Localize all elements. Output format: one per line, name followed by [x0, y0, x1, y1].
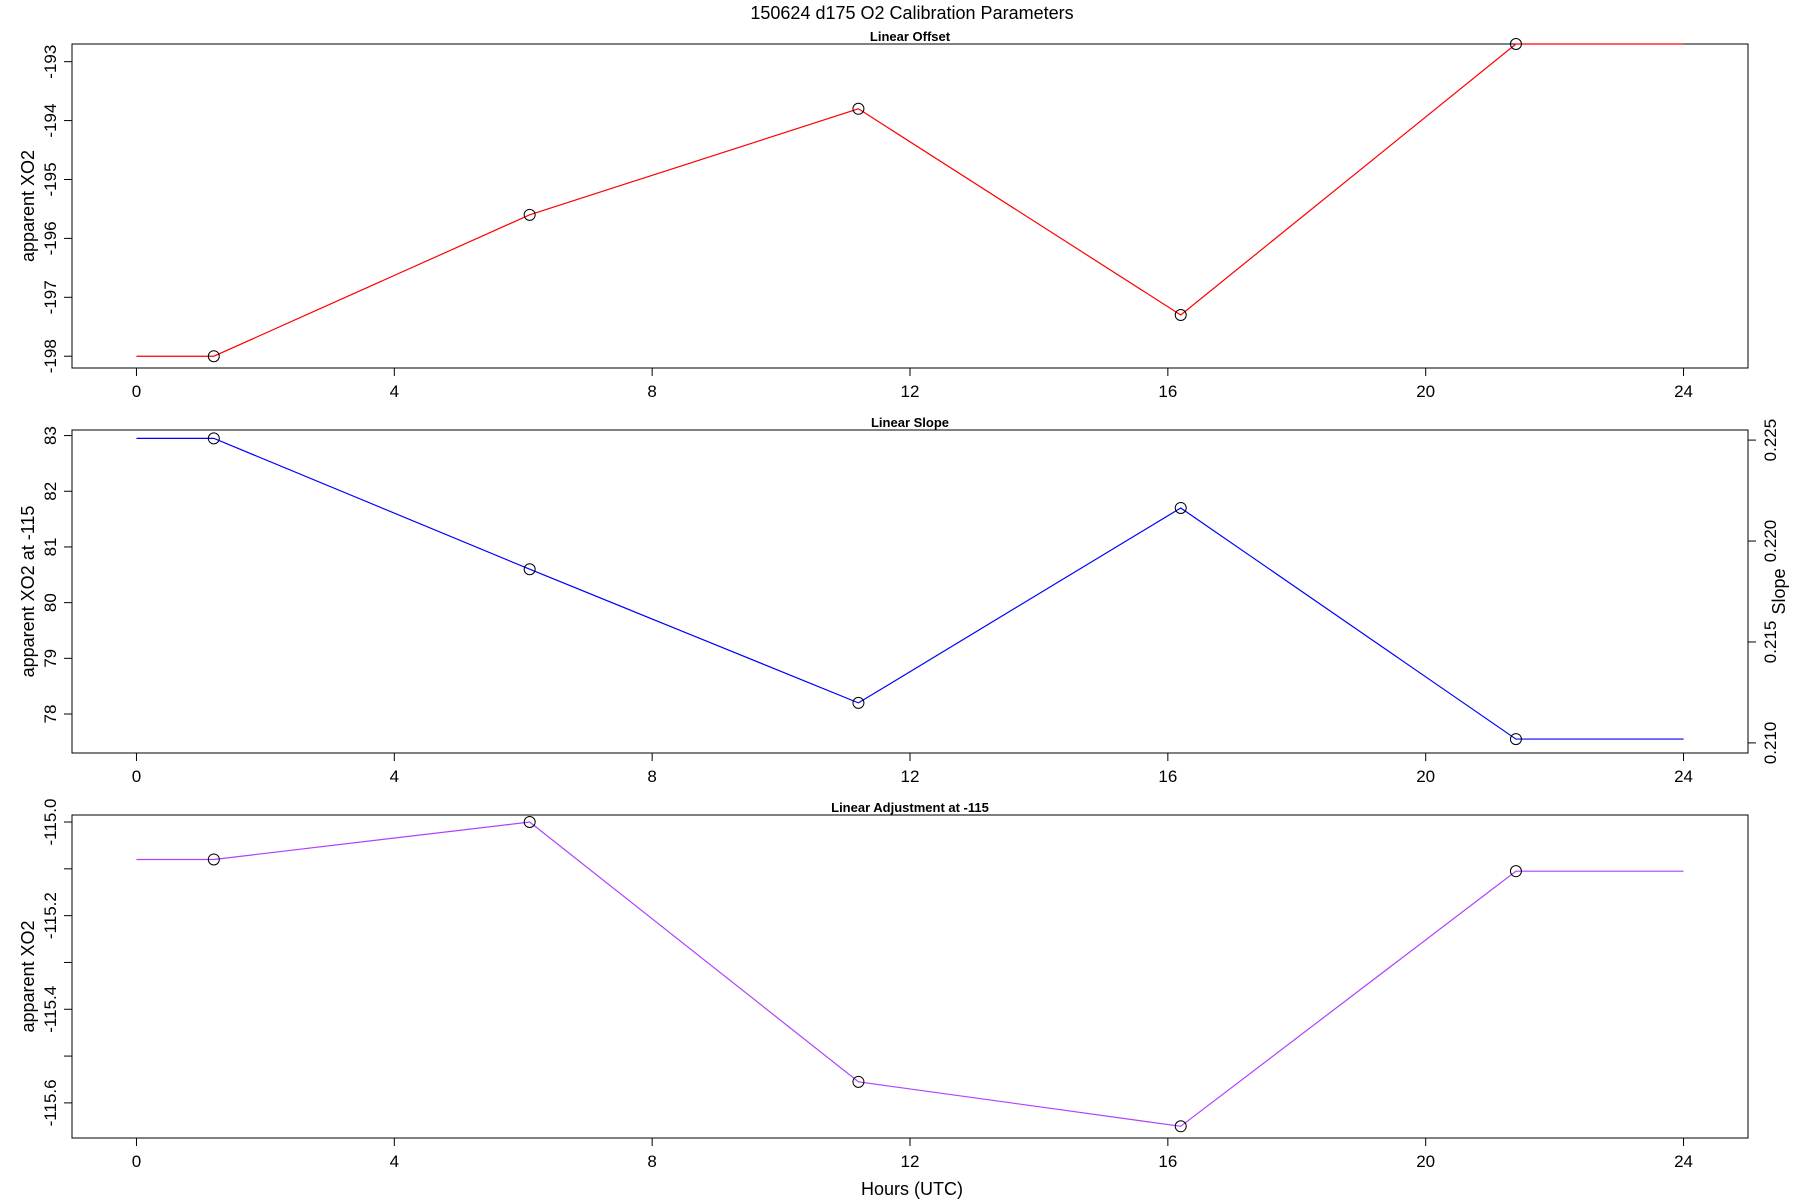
- x-tick-label: 0: [132, 382, 141, 401]
- data-point: [207, 853, 220, 866]
- x-axis-label: Hours (UTC): [861, 1179, 963, 1199]
- x-tick-label: 24: [1674, 382, 1693, 401]
- x-tick-label: 20: [1416, 767, 1435, 786]
- data-point: [1509, 38, 1522, 50]
- y-tick-label: -115.4: [41, 986, 60, 1033]
- x-tick-label: 20: [1416, 382, 1435, 401]
- x-tick-label: 4: [390, 1152, 399, 1171]
- y-tick-label: -196: [41, 221, 60, 255]
- chart-panel-2: Linear Slope 0 4 8 12 16 20 24 78 79 80 81 82 83 appar…: [18, 415, 1789, 786]
- x-tick-label: 24: [1674, 1152, 1693, 1171]
- plot-frame: [71, 429, 1749, 754]
- y2-tick-label: 0.215: [1761, 621, 1780, 664]
- y-tick-label: 83: [41, 426, 60, 445]
- data-point: [852, 102, 865, 115]
- y-tick-label: -193: [41, 45, 60, 79]
- data-point: [1174, 1120, 1187, 1133]
- y-tick-label: -197: [41, 280, 60, 314]
- data-point: [1174, 308, 1187, 321]
- chart-panel-3: Linear Adjustment at -115 0 4 8 12 16 20 24 -115…: [18, 799, 1749, 1171]
- x-tick-label: 4: [390, 382, 399, 401]
- x-tick-label: 0: [132, 1152, 141, 1171]
- plot-frame: [71, 43, 1749, 369]
- y-tick-label: -115.0: [41, 799, 60, 846]
- y2-tick-label: 0.225: [1761, 419, 1780, 462]
- series-line: [136, 437, 1684, 740]
- y-axis-label: apparent XO2: [18, 920, 38, 1032]
- x-tick-label: 4: [390, 767, 399, 786]
- x-tick-label: 12: [901, 382, 920, 401]
- y-tick-label: 79: [41, 649, 60, 668]
- x-tick-label: 8: [647, 1152, 656, 1171]
- y-tick-label: -194: [41, 104, 60, 138]
- x-tick-label: 16: [1158, 767, 1177, 786]
- data-point: [1509, 865, 1522, 878]
- panel-title: Linear Adjustment at -115: [831, 800, 989, 815]
- y-tick-label: -195: [41, 162, 60, 196]
- y-tick-label: 78: [41, 705, 60, 724]
- x-tick-label: 8: [647, 382, 656, 401]
- data-point: [1509, 733, 1522, 746]
- x-tick-label: 12: [901, 767, 920, 786]
- y-tick-label: -198: [41, 339, 60, 373]
- y-axis-label: apparent XO2 at -115: [18, 506, 38, 678]
- y-tick-label: 82: [41, 482, 60, 501]
- x-tick-label: 12: [901, 1152, 920, 1171]
- data-point: [207, 350, 220, 363]
- chart-panel-1: Linear Offset 0 4 8 12 16 20 24 -198 -197 -196 -195…: [18, 29, 1749, 401]
- x-tick-label: 24: [1674, 767, 1693, 786]
- y-tick-label: 80: [41, 593, 60, 612]
- x-tick-label: 20: [1416, 1152, 1435, 1171]
- chart-panels: Linear Offset 0 4 8 12 16 20 24 -198 -197 -196 -195…: [18, 29, 1789, 1171]
- panel-title: Linear Slope: [871, 415, 949, 430]
- data-point: [523, 816, 536, 829]
- y2-tick-label: 0.210: [1761, 722, 1780, 765]
- data-point: [207, 432, 220, 445]
- data-point: [523, 208, 536, 221]
- series-line: [136, 43, 1684, 357]
- data-point: [852, 1075, 865, 1088]
- data-point: [852, 696, 865, 709]
- y-tick-label: -115.6: [41, 1079, 60, 1126]
- y-axis-label: apparent XO2: [18, 150, 38, 262]
- x-tick-label: 16: [1158, 382, 1177, 401]
- panel-title: Linear Offset: [870, 29, 951, 44]
- y-tick-label: -115.2: [41, 892, 60, 939]
- x-tick-label: 16: [1158, 1152, 1177, 1171]
- x-tick-label: 8: [647, 767, 656, 786]
- y2-tick-label: 0.220: [1761, 520, 1780, 563]
- y-tick-label: 81: [41, 537, 60, 556]
- data-point: [523, 563, 536, 576]
- x-tick-label: 0: [132, 767, 141, 786]
- y2-axis-label: Slope: [1769, 568, 1789, 614]
- figure-title: 150624 d175 O2 Calibration Parameters: [750, 3, 1073, 23]
- data-point: [1174, 501, 1187, 514]
- series-line: [136, 821, 1684, 1127]
- plot-frame: [71, 814, 1749, 1139]
